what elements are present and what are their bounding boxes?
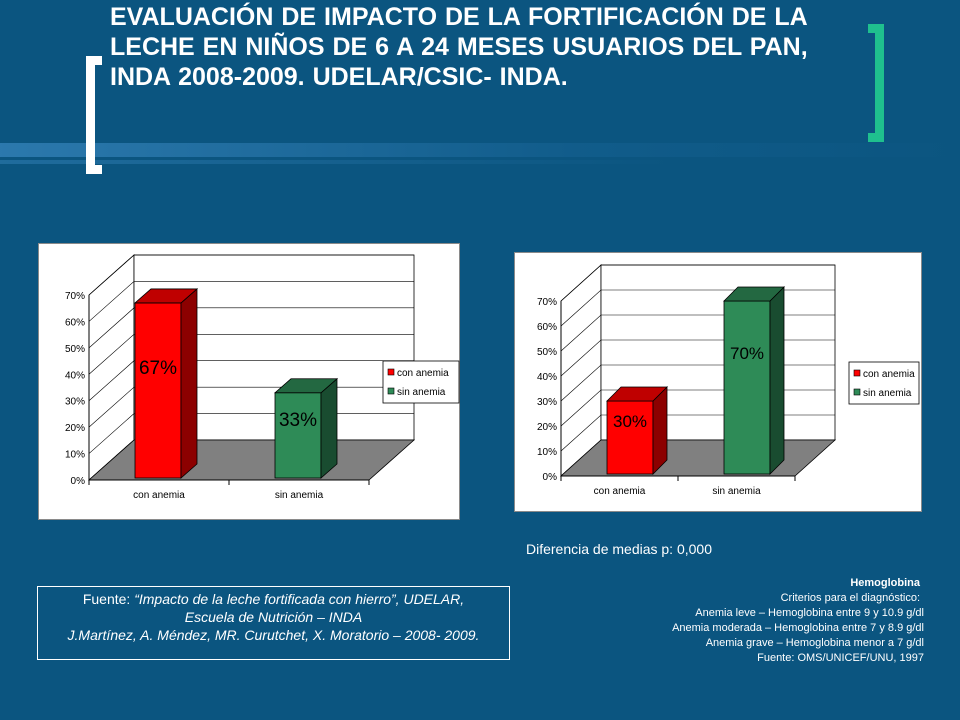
header-band-thin — [0, 160, 960, 164]
data-label: 67% — [139, 358, 177, 379]
legend-box — [848, 361, 920, 405]
bar-side-con-anemia — [180, 288, 198, 479]
y-tick-label: 10% — [65, 450, 85, 461]
bar-side-sin-anemia — [769, 286, 785, 475]
x-category-label: con anemia — [133, 490, 185, 501]
bar-top-con-anemia — [133, 288, 199, 304]
source-line-2: Escuela de Nutrición – INDA — [184, 609, 363, 625]
bar-top-con-anemia — [606, 386, 668, 402]
hemoglobin-line: Anemia moderada – Hemoglobina entre 7 y … — [672, 622, 924, 634]
y-tick-label: 70% — [537, 297, 557, 308]
bar-side-con-anemia — [652, 386, 668, 475]
y-tick-label: 10% — [537, 447, 557, 458]
source-box: Fuente: “Impacto de la leche fortificada… — [37, 586, 510, 660]
chart-gridline — [88, 254, 414, 296]
source-line-1: Fuente: “Impacto de la leche fortificada… — [38, 590, 509, 608]
y-tick-label: 70% — [65, 291, 85, 302]
chart-gridline — [560, 264, 835, 302]
bar-sin-anemia — [723, 300, 771, 475]
y-tick-label: 0% — [71, 476, 86, 487]
header-band — [0, 143, 960, 157]
y-tick-label: 30% — [65, 397, 85, 408]
y-tick-label: 50% — [65, 344, 85, 355]
chart-gridline — [88, 281, 414, 322]
y-tick-label: 20% — [65, 423, 85, 434]
source-prefix: Fuente: — [82, 591, 135, 607]
left-bracket-decoration — [86, 56, 102, 174]
data-label: 33% — [279, 410, 317, 431]
x-category-label: con anemia — [594, 486, 646, 497]
chart-floor — [559, 439, 837, 477]
legend-label: sin anemia — [863, 388, 912, 399]
legend-swatch — [853, 369, 861, 377]
hemoglobin-line: Anemia grave – Hemoglobina menor a 7 g/d… — [705, 637, 924, 649]
hemoglobin-line: Fuente: OMS/UNICEF/UNU, 1997 — [757, 652, 924, 664]
x-category-label: sin anemia — [275, 490, 324, 501]
data-label: 30% — [613, 412, 647, 431]
y-tick-label: 30% — [537, 397, 557, 408]
bar-top-sin-anemia — [723, 286, 785, 302]
chart-before-svg: 0% 10% 20% 30% 40% 50% 60% 70% 67% con anemia 33% s… — [65, 254, 460, 501]
bar-side-sin-anemia — [320, 377, 338, 479]
source-line-3: J.Martínez, A. Méndez, MR. Curutchet, X.… — [67, 627, 480, 643]
slide-title: EVALUACIÓN DE IMPACTO DE LA FORTIFICACIÓ… — [110, 3, 808, 91]
legend-swatch — [853, 388, 861, 396]
y-tick-label: 40% — [65, 370, 85, 381]
chart-gridline — [88, 333, 414, 375]
hemoglobin-heading: Hemoglobina — [850, 577, 920, 589]
difference-note: Diferencia de medias p: 0,000 — [526, 541, 712, 557]
legend-box — [382, 360, 460, 404]
chart-after: 0% 10% 20% 30% 40% 50% 60% 70% 30% con anemia 70% s… — [514, 252, 922, 512]
chart-gridline — [88, 360, 414, 401]
hemoglobin-line: Anemia leve – Hemoglobina entre 9 y 10.9… — [695, 607, 924, 619]
chart-gridline — [88, 307, 414, 349]
data-label: 70% — [730, 344, 764, 363]
y-tick-label: 40% — [537, 372, 557, 383]
bar-con-anemia — [134, 302, 182, 479]
legend-label: sin anemia — [397, 387, 446, 398]
right-bracket-decoration — [868, 24, 884, 142]
legend-label: con anemia — [397, 368, 449, 379]
hemoglobin-criteria: Hemoglobina Criterios para el diagnóstic… — [540, 576, 924, 666]
hemoglobin-criteria-label: Criterios para el diagnóstico: — [780, 592, 920, 604]
x-category-label: sin anemia — [712, 486, 761, 497]
chart-before: 0% 10% 20% 30% 40% 50% 60% 70% 67% con anemia 33% s… — [38, 243, 460, 520]
y-tick-label: 0% — [543, 472, 558, 483]
y-tick-label: 20% — [537, 422, 557, 433]
legend-swatch — [387, 387, 395, 395]
bar-sin-anemia — [274, 392, 322, 479]
bar-top-sin-anemia — [273, 378, 339, 394]
legend-swatch — [387, 368, 395, 376]
y-tick-label: 50% — [537, 347, 557, 358]
source-title: “Impacto de la leche fortificada con hie… — [134, 591, 465, 607]
chart-after-svg: 0% 10% 20% 30% 40% 50% 60% 70% 30% con anemia 70% s… — [537, 264, 920, 497]
y-tick-label: 60% — [537, 322, 557, 333]
y-tick-label: 60% — [65, 317, 85, 328]
legend-label: con anemia — [863, 369, 915, 380]
